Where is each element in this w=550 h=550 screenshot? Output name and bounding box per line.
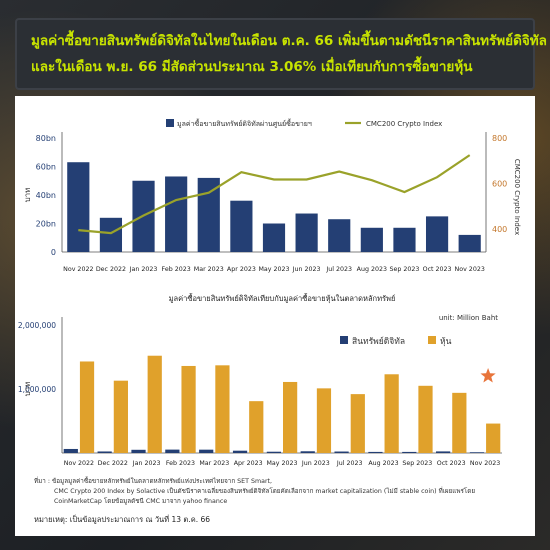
bar-digital-asset: [97, 451, 112, 453]
bar-digital-asset: [425, 216, 449, 252]
remark: หมายเหตุ: เป็นข้อมูลประมาณการ ณ วันที่ 1…: [34, 515, 211, 524]
source-line-2: CMC Crypto 200 Index by Solactive เป็นดั…: [54, 488, 476, 495]
legend-label-bar: มูลค่าซื้อขายสินทรัพย์ดิจิทัลผ่านศูนย์ซื…: [177, 117, 312, 128]
y-tick-label: 0: [51, 248, 56, 257]
x-tick-label: Sep 2023: [390, 266, 420, 273]
top-chart: 0 20bn 40bn 60bn 80bn 400 600 800 บาท CMC200 Cryp…: [23, 117, 521, 273]
x-tick-label: Nov 2023: [455, 266, 485, 273]
x-tick-label: May 2023: [258, 266, 289, 273]
x-tick-label: Oct 2023: [437, 460, 466, 467]
title-line-1: มูลค่าซื้อขายสินทรัพย์ดิจิทัลในไทยในเดือ…: [31, 33, 547, 49]
bar-digital-asset: [368, 451, 383, 453]
bar-stock: [283, 381, 298, 453]
x-tick-label: Nov 2022: [63, 266, 93, 273]
y-tick-label: 20bn: [36, 220, 56, 229]
bar-stock: [384, 374, 399, 453]
x-tick-label: Jul 2023: [325, 266, 352, 273]
bar-digital-asset: [469, 452, 485, 453]
title-line-2: และในเดือน พ.ย. 66 มีสัดส่วนประมาณ 3.06%…: [31, 59, 473, 75]
y-tick-label: 40bn: [36, 191, 56, 200]
legend-label-stock: หุ้น: [440, 336, 452, 347]
bar-digital-asset: [63, 448, 78, 453]
bar-digital-asset: [458, 234, 481, 252]
bar-digital-asset: [197, 177, 220, 252]
y-tick-label: 80bn: [36, 134, 56, 143]
bar-digital-asset: [165, 449, 180, 453]
bar-stock: [215, 365, 230, 453]
bar-digital-asset: [230, 200, 253, 252]
x-tick-label: Jan 2023: [129, 266, 158, 273]
bar-stock: [418, 385, 433, 453]
y-axis-label: บาท: [23, 188, 32, 203]
x-tick-label: May 2023: [266, 460, 297, 467]
x-tick-label: Jun 2023: [292, 266, 321, 273]
bar-digital-asset: [199, 449, 214, 453]
bar-digital-asset: [334, 451, 349, 453]
legend-label-digital: สินทรัพย์ดิจิทัล: [352, 336, 405, 347]
bar-digital-asset: [300, 451, 315, 453]
x-tick-label: Jul 2023: [336, 460, 363, 467]
x-tick-label: Feb 2023: [162, 266, 191, 273]
legend-label-line: CMC200 Crypto Index: [366, 120, 442, 128]
bar-digital-asset: [165, 176, 188, 252]
y2-axis-label: CMC200 Crypto Index: [513, 159, 521, 235]
unit-label: unit: Million Baht: [439, 314, 498, 322]
bar-stock: [452, 392, 467, 453]
x-tick-label: Apr 2023: [234, 460, 263, 467]
chart-title: มูลค่าซื้อขายสินทรัพย์ดิจิทัลเทียบกับมูล…: [169, 293, 396, 303]
bar-digital-asset: [402, 451, 417, 453]
y2-tick-label: 600: [492, 180, 507, 189]
x-tick-label: Dec 2022: [98, 460, 128, 467]
bar-digital-asset: [99, 217, 123, 252]
source-line-3: CoinMarketCap โดยข้อมูลดัชนี CMC มาจาก y…: [54, 498, 228, 505]
legend-swatch-stock: [428, 336, 436, 344]
legend-swatch-bar: [166, 119, 174, 127]
y-tick-label: 60bn: [36, 163, 56, 172]
x-tick-label: Dec 2022: [96, 266, 126, 273]
bar-stock: [350, 394, 365, 453]
bottom-chart: มูลค่าซื้อขายสินทรัพย์ดิจิทัลเทียบกับมูล…: [18, 293, 502, 467]
x-tick-label: Sep 2023: [402, 460, 432, 467]
bar-digital-asset: [436, 451, 451, 453]
source-notes: ที่มา : ข้อมูลมูลค่าซื้อขายหลักทรัพย์ในต…: [34, 477, 534, 507]
legend-swatch-digital: [340, 336, 348, 344]
bar-stock: [79, 361, 95, 453]
x-tick-label: Nov 2023: [470, 460, 500, 467]
bar-digital-asset: [328, 219, 351, 252]
x-tick-label: Aug 2023: [357, 266, 387, 273]
x-tick-label: Apr 2023: [227, 266, 256, 273]
x-tick-label: Jan 2023: [132, 460, 161, 467]
bar-digital-asset: [262, 223, 286, 252]
bar-digital-asset: [67, 162, 90, 252]
x-tick-label: Oct 2023: [423, 266, 452, 273]
bar-stock: [316, 388, 332, 453]
bar-stock: [181, 365, 196, 453]
source-line-1: ที่มา : ข้อมูลมูลค่าซื้อขายหลักทรัพย์ในต…: [34, 478, 273, 485]
bar-digital-asset: [266, 451, 281, 453]
y-tick-label: 2,000,000: [18, 321, 56, 330]
x-tick-label: Nov 2022: [64, 460, 94, 467]
bar-digital-asset: [295, 213, 318, 252]
y-axis-label: บาท: [23, 382, 32, 397]
bar-stock: [113, 380, 128, 453]
x-tick-label: Feb 2023: [166, 460, 195, 467]
title-banner: มูลค่าซื้อขายสินทรัพย์ดิจิทัลในไทยในเดือ…: [15, 18, 547, 90]
bar-stock: [486, 423, 501, 453]
star-icon: [480, 368, 496, 383]
bar-stock: [249, 401, 264, 453]
y2-tick-label: 800: [492, 134, 507, 143]
y2-tick-label: 400: [492, 225, 507, 234]
y-tick-label: 1,000,000: [18, 385, 56, 394]
x-tick-label: Aug 2023: [368, 460, 398, 467]
bar-digital-asset: [131, 449, 146, 453]
x-tick-label: Jun 2023: [301, 460, 330, 467]
bar-digital-asset: [360, 227, 383, 252]
bar-digital-asset: [393, 227, 416, 252]
bar-stock: [147, 355, 162, 453]
x-tick-label: Mar 2023: [199, 460, 229, 467]
bar-digital-asset: [232, 450, 248, 453]
x-tick-label: Mar 2023: [194, 266, 224, 273]
